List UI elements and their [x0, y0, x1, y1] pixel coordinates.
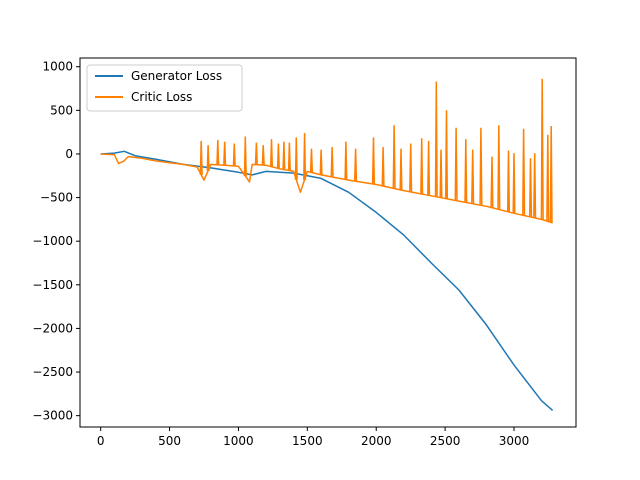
- y-tick-label: −500: [40, 191, 73, 205]
- critic-loss-spike: [199, 140, 203, 175]
- critic-loss-spike: [216, 139, 220, 165]
- critic-loss-spike: [439, 149, 443, 198]
- critic-loss-spike: [330, 146, 334, 178]
- critic-loss-spike: [490, 156, 494, 208]
- critic-loss-spike: [434, 81, 438, 197]
- critic-loss-spike: [497, 125, 501, 210]
- critic-loss-spike: [243, 136, 247, 177]
- x-tick-label: 2500: [430, 434, 461, 448]
- y-tick-label: −2000: [32, 321, 73, 335]
- critic-loss-spike: [471, 149, 475, 204]
- y-tick-label: 1000: [42, 60, 73, 74]
- critic-loss-spike: [232, 143, 236, 166]
- critic-loss-spike: [381, 146, 385, 187]
- y-tick-label: 500: [50, 103, 73, 117]
- y-tick-label: −1000: [32, 234, 73, 248]
- critic-loss-spike: [294, 137, 298, 180]
- critic-loss-spike: [546, 134, 550, 222]
- critic-loss-spike: [528, 158, 533, 217]
- critic-loss-spike: [344, 141, 348, 180]
- critic-loss-spike: [353, 148, 358, 182]
- critic-loss-spike: [420, 138, 424, 195]
- critic-loss-spike: [512, 153, 516, 214]
- critic-loss-spike: [549, 125, 553, 223]
- critic-loss-spike: [276, 143, 280, 169]
- critic-loss-spike: [287, 142, 291, 171]
- critic-loss-spike: [206, 145, 210, 171]
- critic-loss-spike: [444, 110, 449, 199]
- legend: Generator Loss Critic Loss: [86, 64, 243, 112]
- critic-loss-spike: [409, 143, 413, 192]
- critic-loss-spike: [506, 150, 511, 212]
- critic-loss-spike: [399, 148, 403, 191]
- x-tick-label: 1000: [223, 434, 254, 448]
- y-axis: −3000 −2500 −2000 −1500 −1000 −500 0 500 1000: [32, 60, 80, 423]
- legend-box: [86, 64, 243, 112]
- critic-loss-spike: [540, 78, 544, 220]
- y-tick-label: −2500: [32, 365, 73, 379]
- plot-frame: [79, 57, 577, 428]
- critic-loss-spike: [392, 125, 396, 189]
- series-line-critic-loss: [100, 153, 553, 224]
- x-tick-label: 2000: [361, 434, 392, 448]
- critic-loss-spike: [269, 139, 274, 167]
- y-tick-label: −3000: [32, 409, 73, 423]
- y-tick-label: −1500: [32, 278, 73, 292]
- legend-label-generator-loss: Generator Loss: [131, 69, 222, 83]
- critic-loss-spike: [454, 127, 458, 201]
- critic-loss-spike: [464, 139, 468, 203]
- critic-loss-spike: [522, 128, 526, 216]
- y-tick-label: 0: [65, 147, 73, 161]
- critic-loss-spike: [303, 132, 307, 180]
- critic-loss-spike: [533, 153, 537, 218]
- legend-label-critic-loss: Critic Loss: [131, 90, 192, 104]
- x-tick-label: 0: [97, 434, 105, 448]
- x-tick-label: 3000: [499, 434, 530, 448]
- critic-loss-spike: [479, 127, 483, 206]
- critic-loss-spike: [282, 141, 286, 170]
- x-axis: 0 500 1000 1500 2000 2500 3000: [97, 427, 529, 448]
- critic-loss-spike: [371, 137, 376, 185]
- critic-loss-spike: [261, 145, 265, 166]
- critic-loss-spike: [223, 141, 227, 166]
- plot-lines: [100, 78, 554, 411]
- x-tick-label: 500: [158, 434, 181, 448]
- x-tick-label: 1500: [292, 434, 323, 448]
- critic-loss-spike: [309, 148, 314, 173]
- critic-loss-spike: [427, 140, 431, 196]
- critic-loss-spike: [319, 149, 323, 175]
- critic-loss-spike: [254, 142, 258, 165]
